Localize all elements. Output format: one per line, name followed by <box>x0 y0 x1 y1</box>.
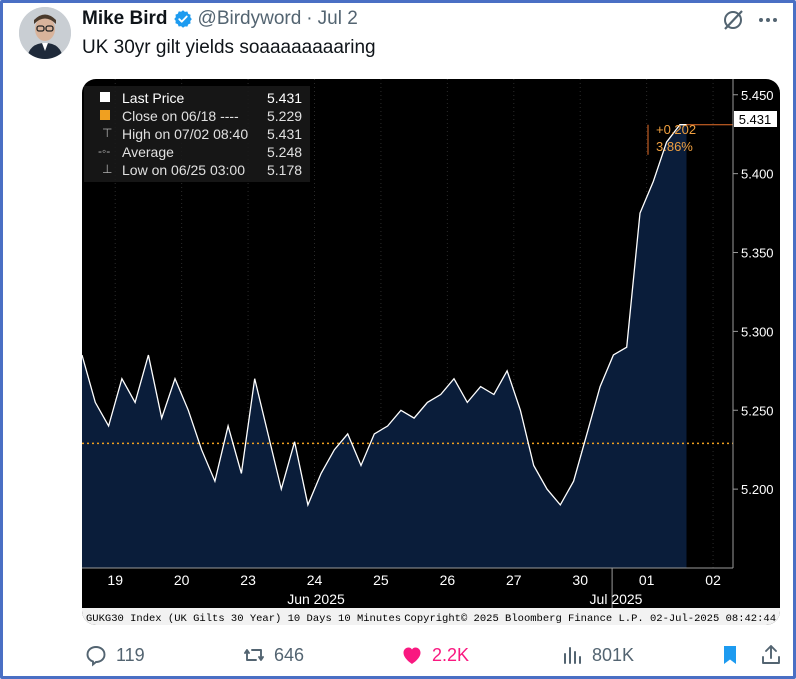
legend-value-1: 5.229 <box>267 108 302 124</box>
tweet-text: UK 30yr gilt yields soaaaaaaaaring <box>82 37 376 58</box>
x-tick-label: 25 <box>373 572 389 588</box>
bookmark-button[interactable] <box>718 643 742 667</box>
repost-count: 646 <box>274 644 305 665</box>
reply-button[interactable]: 119 <box>84 643 145 667</box>
legend-value-0: 5.431 <box>267 90 302 106</box>
y-tick-label: 5.300 <box>741 324 774 339</box>
legend-label-1: Close on 06/18 ---- <box>122 108 239 124</box>
views-chart-icon <box>564 647 581 664</box>
x-tick-label: 30 <box>572 572 588 588</box>
chart-image[interactable]: 5.450 5.400 5.350 5.300 5.250 5.200 19 20 23 24 2… <box>82 79 780 625</box>
like-button[interactable]: 2.2K <box>400 643 469 667</box>
legend-label-3: Average <box>122 144 174 160</box>
last-price-badge <box>734 111 777 127</box>
legend-value-3: 5.248 <box>267 144 302 160</box>
legend-symbol-high: ⊤ <box>102 126 112 140</box>
month-label-jul: Jul 2025 <box>590 591 643 607</box>
x-axis-ticks: 19 20 23 24 25 26 27 30 01 02 <box>107 568 721 608</box>
footer-copyright: Copyright© 2025 Bloomberg Finance L.P. 0… <box>404 613 776 625</box>
x-tick-label: 24 <box>307 572 323 588</box>
reply-icon <box>86 646 106 667</box>
like-count: 2.2K <box>432 644 470 665</box>
y-tick-label: 5.350 <box>741 246 774 261</box>
avatar-image <box>19 7 71 59</box>
legend-symbol-low: ⊥ <box>102 162 112 176</box>
y-tick-label: 5.400 <box>741 167 774 182</box>
chart-svg: 5.450 5.400 5.350 5.300 5.250 5.200 19 20 23 24 2… <box>82 79 780 625</box>
legend-label-4: Low on 06/25 03:00 <box>122 162 245 178</box>
x-tick-label: 19 <box>107 572 123 588</box>
views-count: 801K <box>592 644 635 665</box>
footer-source: GUKG30 Index (UK Gilts 30 Year) 10 Days … <box>86 613 401 625</box>
x-tick-label: 23 <box>240 572 256 588</box>
share-icon <box>762 645 780 664</box>
verified-badge-icon <box>173 10 192 28</box>
handle[interactable]: @Birdyword <box>197 8 302 29</box>
legend-swatch-close <box>100 110 110 120</box>
separator-dot: · <box>306 8 313 29</box>
tweet-date[interactable]: Jul 2 <box>317 8 358 29</box>
last-price-badge-text: 5.431 <box>739 112 772 127</box>
repost-button[interactable]: 646 <box>242 643 304 667</box>
legend-label-2: High on 07/02 08:40 <box>122 126 248 142</box>
legend-label-0: Last Price <box>122 90 184 106</box>
y-axis-ticks: 5.450 5.400 5.350 5.300 5.250 5.200 <box>733 88 774 497</box>
x-tick-label: 26 <box>440 572 456 588</box>
legend-box: ⊤ -◦- ⊥ Last Price 5.431 Close on 06/18 … <box>84 86 310 182</box>
more-icon[interactable] <box>756 8 780 32</box>
legend-value-2: 5.431 <box>267 126 302 142</box>
repost-icon <box>244 649 264 661</box>
change-label: +0.202 <box>656 122 696 137</box>
grok-icon[interactable] <box>721 8 745 32</box>
y-tick-label: 5.450 <box>741 88 774 103</box>
avatar[interactable] <box>19 7 71 59</box>
series-line <box>82 124 687 508</box>
action-bar: 119 646 2.2K 801K <box>82 643 782 671</box>
share-button[interactable] <box>759 643 783 667</box>
series-area <box>82 124 687 568</box>
reply-count: 119 <box>116 644 145 665</box>
legend-value-4: 5.178 <box>267 162 302 178</box>
display-name[interactable]: Mike Bird <box>82 8 168 29</box>
x-tick-label: 02 <box>705 572 721 588</box>
change-pct-label: 3.86% <box>656 139 693 154</box>
x-tick-label: 27 <box>506 572 522 588</box>
footer-bar <box>82 608 780 625</box>
y-tick-label: 5.250 <box>741 403 774 418</box>
legend-swatch-last <box>100 92 110 102</box>
legend-symbol-average: -◦- <box>98 144 110 158</box>
x-tick-label: 20 <box>174 572 190 588</box>
y-tick-label: 5.200 <box>741 482 774 497</box>
bookmark-icon <box>724 646 736 664</box>
views-button[interactable]: 801K <box>560 643 634 667</box>
author-row: Mike Bird @Birdyword · Jul 2 <box>82 8 358 30</box>
heart-icon <box>403 647 421 664</box>
month-label-jun: Jun 2025 <box>287 591 345 607</box>
x-tick-label: 01 <box>639 572 655 588</box>
